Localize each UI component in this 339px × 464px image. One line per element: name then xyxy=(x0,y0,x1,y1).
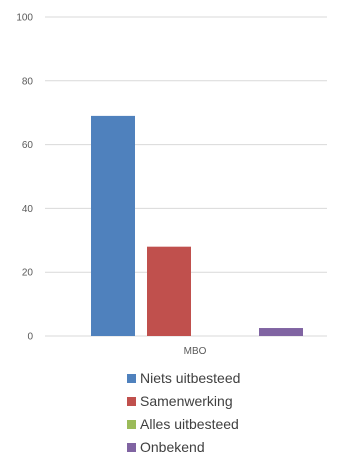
y-tick-label: 80 xyxy=(22,76,34,87)
y-axis-tick-labels: 0 20 40 60 80 100 xyxy=(16,13,33,343)
y-tick-label: 40 xyxy=(22,204,34,215)
legend-swatch xyxy=(127,397,136,406)
bar-samenwerking xyxy=(147,246,191,336)
legend: Niets uitbesteed Samenwerking Alles uitbes… xyxy=(127,370,240,455)
bar-onbekend xyxy=(259,328,303,336)
y-tick-label: 20 xyxy=(22,268,34,279)
legend-swatch xyxy=(127,374,136,383)
legend-swatch xyxy=(127,443,136,452)
legend-swatch xyxy=(127,420,136,429)
legend-label: Samenwerking xyxy=(140,393,233,409)
y-tick-label: 0 xyxy=(27,332,33,343)
legend-item: Onbekend xyxy=(127,439,205,455)
bar-niets-uitbesteed xyxy=(91,115,135,336)
x-axis-tick-labels: MBO xyxy=(184,346,207,357)
legend-item: Alles uitbesteed xyxy=(127,416,239,432)
legend-item: Samenwerking xyxy=(127,393,233,409)
legend-label: Niets uitbesteed xyxy=(140,370,240,386)
y-tick-label: 100 xyxy=(16,13,33,24)
bars xyxy=(91,115,303,336)
x-tick-label: MBO xyxy=(184,346,207,357)
y-tick-label: 60 xyxy=(22,140,34,151)
legend-item: Niets uitbesteed xyxy=(127,370,240,386)
legend-label: Alles uitbesteed xyxy=(140,416,239,432)
legend-label: Onbekend xyxy=(140,439,205,455)
